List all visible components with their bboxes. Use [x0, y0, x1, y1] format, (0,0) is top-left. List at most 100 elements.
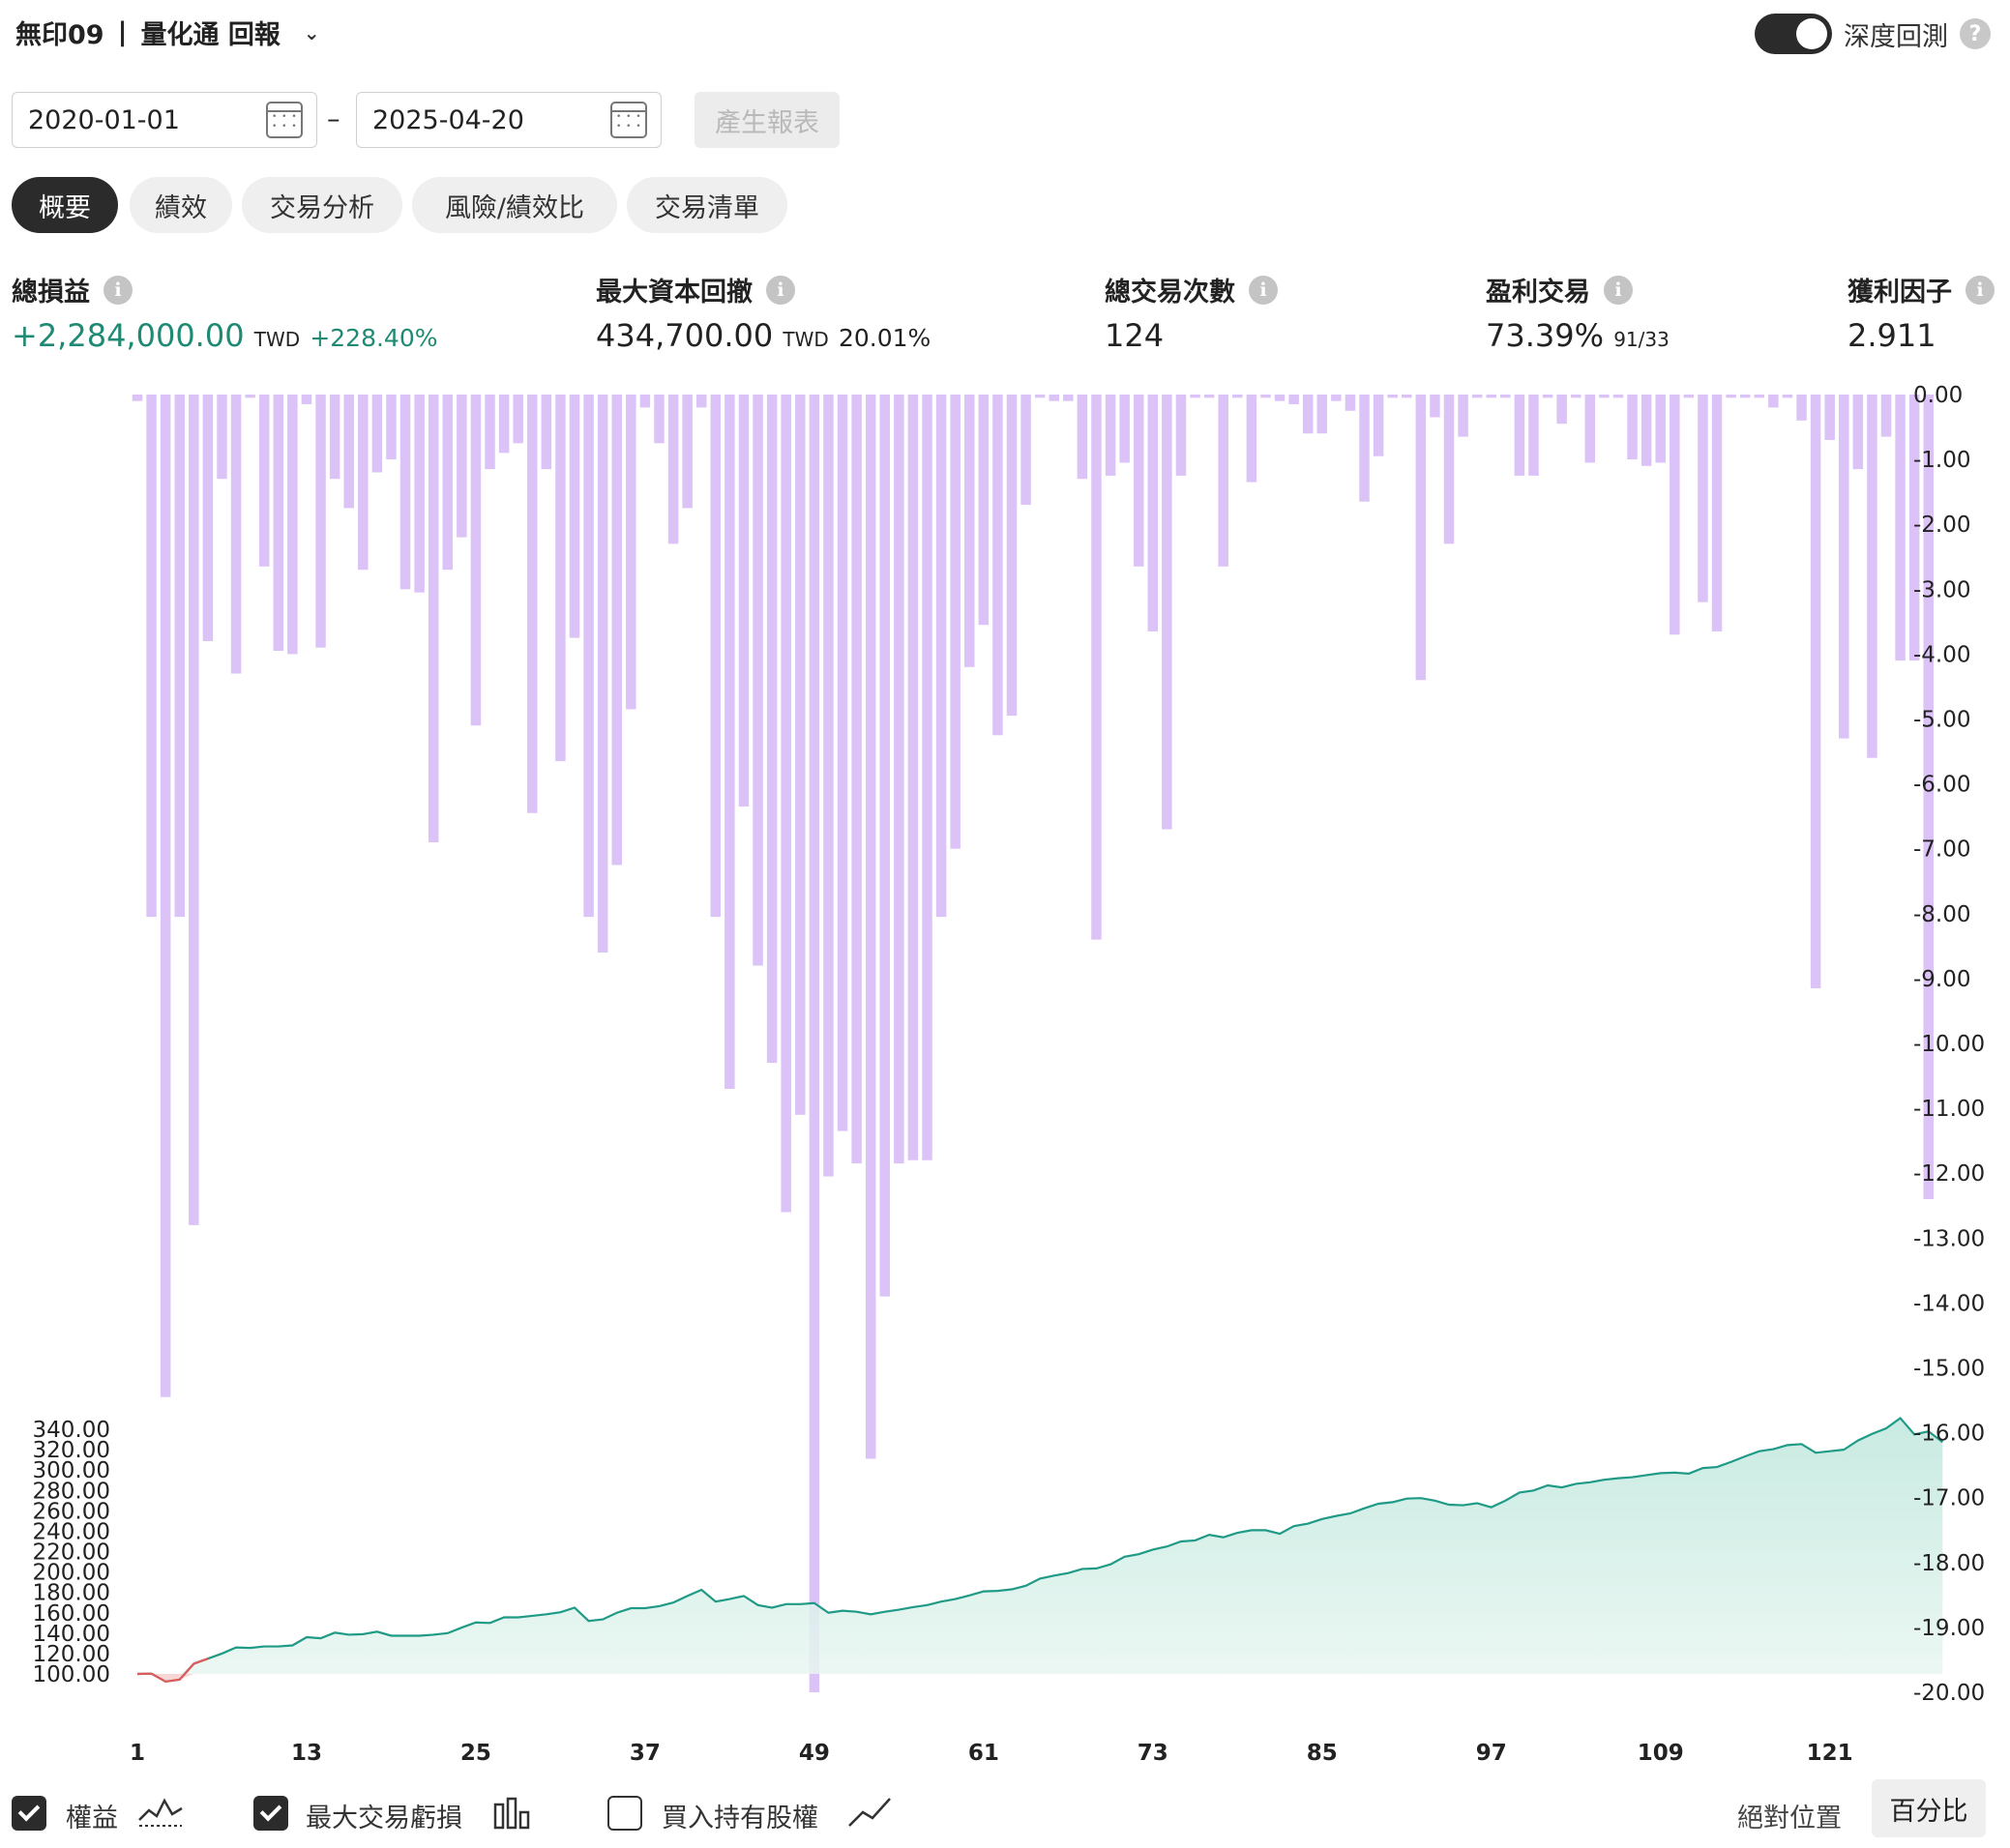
max-loss-bar	[202, 395, 214, 641]
max-loss-bar	[1923, 395, 1934, 1200]
max-loss-bar	[894, 395, 904, 1164]
max-loss-bar	[837, 395, 848, 1131]
win-rate: 73.39%	[1486, 317, 1605, 354]
y-right-tick-label: -20.00	[1913, 1681, 1985, 1706]
max-loss-bar	[583, 395, 594, 918]
max-loss-bar	[1880, 395, 1892, 437]
x-tick-label: 1	[130, 1741, 145, 1766]
x-tick-label: 37	[630, 1741, 661, 1766]
max-loss-bar	[667, 395, 679, 544]
max-loss-bar	[907, 395, 919, 1160]
y-axis-left: 340.00320.00300.00280.00260.00240.00220.…	[33, 1418, 110, 1687]
max-loss-bar	[1641, 395, 1652, 466]
max-loss-bar	[442, 395, 454, 571]
max-loss-bar	[146, 395, 157, 918]
equity-legend-label: 權益	[66, 1804, 118, 1833]
end-date-field[interactable]: 2025-04-20	[356, 92, 662, 148]
tab-performance[interactable]: 績效	[130, 177, 232, 233]
help-icon[interactable]: ?	[1960, 18, 1991, 49]
strategy-name: 無印09	[15, 20, 104, 50]
generate-report-button[interactable]: 產生報表	[695, 92, 840, 148]
x-tick-label: 49	[799, 1741, 830, 1766]
total-pnl-unit: TWD	[253, 328, 301, 351]
max-loss-bar	[1175, 395, 1187, 476]
max-loss-bar	[217, 395, 227, 480]
x-tick-label: 85	[1307, 1741, 1338, 1766]
max-loss-bar	[1782, 395, 1793, 398]
max-loss-bar	[343, 395, 354, 509]
max-drawdown-label-text: 最大資本回撤	[596, 278, 753, 308]
info-icon[interactable]: i	[1249, 275, 1278, 305]
tab-risk-ratio[interactable]: 風險/績效比	[412, 177, 617, 233]
max-loss-bar	[1443, 395, 1455, 544]
max-loss-checkbox[interactable]	[253, 1796, 288, 1831]
absolute-position-option[interactable]: 絕對位置	[1737, 1804, 1842, 1833]
y-right-tick-label: -5.00	[1913, 708, 1971, 733]
percent-option-button[interactable]: 百分比	[1872, 1779, 1986, 1837]
calendar-icon[interactable]	[266, 102, 303, 138]
y-right-tick-label: -17.00	[1913, 1486, 1985, 1511]
max-loss-bar	[851, 395, 862, 1164]
info-icon[interactable]: i	[103, 275, 133, 305]
info-icon[interactable]: i	[766, 275, 795, 305]
equity-chart[interactable]: 340.00320.00300.00280.00260.00240.00220.…	[0, 367, 2010, 1789]
max-loss-bar	[1020, 395, 1031, 506]
max-loss-bar	[950, 395, 961, 849]
buy-hold-checkbox[interactable]	[607, 1796, 642, 1831]
max-loss-bar	[245, 395, 255, 398]
x-tick-label: 97	[1476, 1741, 1507, 1766]
max-loss-bar	[1302, 395, 1314, 434]
max-loss-bar	[1458, 395, 1468, 437]
max-loss-bar	[498, 395, 510, 454]
deep-backtest-toggle[interactable]	[1755, 14, 1832, 54]
strategy-selector[interactable]: 無印09 | 量化通 回報 ⌄	[15, 14, 320, 51]
equity-loss-line	[136, 1657, 209, 1684]
y-right-tick-label: -15.00	[1913, 1357, 1985, 1382]
info-icon[interactable]: i	[1966, 275, 1995, 305]
y-axis-right: 0.00 -1.00 -2.00 -3.00 -4.00 -5.00 -6.00 -7.00 -…	[1913, 383, 1985, 1706]
max-loss-bar	[1698, 395, 1708, 602]
tab-overview[interactable]: 概要	[12, 177, 118, 233]
max-loss-bar	[230, 395, 242, 674]
max-drawdown-unit: TWD	[783, 328, 829, 351]
tab-trade-analysis[interactable]: 交易分析	[242, 177, 402, 233]
y-left-tick-label: 240.00	[33, 1519, 110, 1544]
max-loss-bar	[1105, 395, 1116, 476]
max-loss-bar	[1570, 395, 1581, 398]
y-right-tick-label: -13.00	[1913, 1226, 1985, 1251]
y-right-tick-label: -16.00	[1913, 1422, 1985, 1447]
max-drawdown-value: 434,700.00 TWD 20.01%	[596, 317, 931, 354]
profit-factor-value: 2.911	[1847, 317, 1936, 354]
max-loss-bar	[258, 395, 270, 567]
equity-checkbox[interactable]	[12, 1796, 46, 1831]
max-loss-bar	[1895, 395, 1906, 661]
max-loss-bar	[1514, 395, 1525, 476]
max-loss-bar	[1316, 395, 1328, 434]
max-loss-bar	[1274, 395, 1286, 401]
y-right-tick-label: -6.00	[1913, 773, 1971, 798]
tab-trade-list[interactable]: 交易清單	[627, 177, 787, 233]
max-loss-bar	[1246, 395, 1257, 483]
max-loss-bar	[1739, 395, 1751, 398]
max-loss-bar	[1528, 395, 1539, 476]
max-loss-bar	[1077, 395, 1088, 480]
max-loss-bar	[1500, 395, 1511, 398]
total-pnl-amount: +2,284,000.00	[12, 317, 245, 354]
max-loss-bar	[555, 395, 566, 762]
max-loss-bar	[301, 395, 312, 405]
max-loss-bar	[922, 395, 932, 1160]
max-loss-bar	[654, 395, 665, 444]
calendar-icon[interactable]	[610, 102, 647, 138]
max-loss-bar	[1091, 395, 1102, 940]
info-icon[interactable]: i	[1604, 275, 1633, 305]
max-loss-bar	[1796, 395, 1807, 421]
start-date-field[interactable]: 2020-01-01	[12, 92, 317, 148]
max-loss-bar	[527, 395, 538, 813]
max-loss-bar	[1754, 395, 1765, 398]
max-loss-bar	[626, 395, 636, 710]
max-loss-bar	[766, 395, 778, 1064]
total-trades-label: 總交易次數 i	[1105, 271, 1278, 308]
profit-factor-label: 獲利因子 i	[1847, 271, 1995, 308]
y-left-tick-label: 140.00	[33, 1622, 110, 1647]
y-right-tick-label: -9.00	[1913, 967, 1971, 992]
